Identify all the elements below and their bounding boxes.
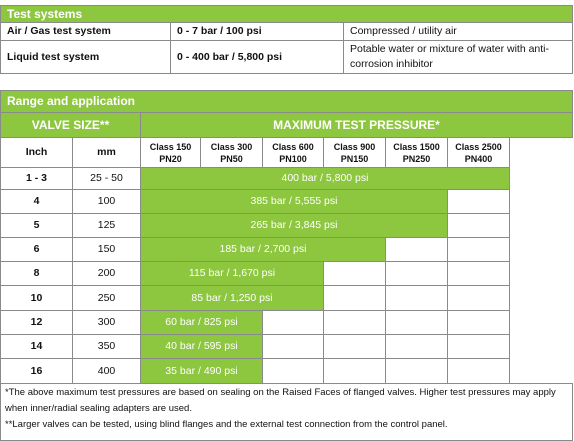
table-cell: 0 - 400 bar / 5,800 psi [170, 40, 344, 74]
row-header: 4 [0, 189, 73, 214]
row-header: 16 [0, 358, 73, 384]
footnote: **Larger valves can be tested, using bli… [5, 419, 448, 430]
header-text: Class 300 [210, 141, 253, 152]
column-group-header: VALVE SIZE** [0, 112, 141, 138]
table-cell: 25 - 50 [72, 167, 141, 190]
empty-cell [262, 358, 324, 384]
table-cell: 350 [72, 334, 141, 359]
empty-cell [447, 237, 510, 262]
column-header: Inch [0, 137, 73, 168]
header-text: PN250 [402, 153, 431, 164]
column-header: Class 2500 PN400 [447, 137, 510, 168]
column-header: Class 150 PN20 [140, 137, 201, 168]
empty-cell [262, 310, 324, 335]
row-header: 8 [0, 261, 73, 286]
table-cell: Compressed / utility air [343, 22, 573, 41]
header-text: Class 1500 [393, 141, 440, 152]
row-header: 6 [0, 237, 73, 262]
table-cell: 100 [72, 189, 141, 214]
table-cell: Liquid test system [0, 40, 171, 74]
empty-cell [262, 334, 324, 359]
empty-cell [447, 261, 510, 286]
table-cell: 125 [72, 213, 141, 238]
row-header: 5 [0, 213, 73, 238]
pressure-range: 385 bar / 5,555 psi [140, 189, 448, 214]
row-header: 14 [0, 334, 73, 359]
empty-cell [323, 285, 386, 311]
pressure-range: 60 bar / 825 psi [140, 310, 263, 335]
table-cell: 200 [72, 261, 141, 286]
table-cell: 400 [72, 358, 141, 384]
empty-cell [385, 334, 448, 359]
pressure-range: 35 bar / 490 psi [140, 358, 263, 384]
pressure-range: 400 bar / 5,800 psi [140, 167, 510, 190]
empty-cell [447, 310, 510, 335]
column-header: mm [72, 137, 141, 168]
empty-cell [385, 285, 448, 311]
header-text: PN50 [220, 153, 243, 164]
column-group-header: MAXIMUM TEST PRESSURE* [140, 112, 573, 138]
header-text: PN150 [340, 153, 369, 164]
header-text: PN20 [159, 153, 182, 164]
empty-cell [447, 189, 510, 214]
header-text: PN400 [464, 153, 493, 164]
empty-cell [323, 358, 386, 384]
empty-cell [385, 261, 448, 286]
column-header: Class 900 PN150 [323, 137, 386, 168]
table-cell: Air / Gas test system [0, 22, 171, 41]
section-header: Range and application [0, 90, 573, 113]
column-header: Class 600 PN100 [262, 137, 324, 168]
section-header: Test systems [0, 5, 573, 23]
row-header: 10 [0, 285, 73, 311]
pressure-range: 115 bar / 1,670 psi [140, 261, 324, 286]
column-header: Class 300 PN50 [200, 137, 263, 168]
table-cell: 0 - 7 bar / 100 psi [170, 22, 344, 41]
header-text: Class 150 [149, 141, 192, 152]
empty-cell [323, 261, 386, 286]
header-text: PN100 [279, 153, 307, 164]
empty-cell [447, 213, 510, 238]
header-text: Class 600 [272, 141, 314, 152]
footnotes: *The above maximum test pressures are ba… [0, 383, 573, 441]
row-header: 1 - 3 [0, 167, 73, 190]
header-text: Class 900 [333, 141, 376, 152]
header-text: Class 2500 [455, 141, 502, 152]
pressure-range: 40 bar / 595 psi [140, 334, 263, 359]
table-cell: 150 [72, 237, 141, 262]
empty-cell [385, 237, 448, 262]
table-cell: Potable water or mixture of water with a… [343, 40, 573, 74]
table-cell: 250 [72, 285, 141, 311]
empty-cell [447, 334, 510, 359]
column-header: Class 1500 PN250 [385, 137, 448, 168]
row-header: 12 [0, 310, 73, 335]
empty-cell [385, 310, 448, 335]
footnote: *The above maximum test pressures are ba… [5, 387, 556, 414]
pressure-range: 85 bar / 1,250 psi [140, 285, 324, 311]
empty-cell [447, 285, 510, 311]
empty-cell [385, 358, 448, 384]
pressure-range: 185 bar / 2,700 psi [140, 237, 386, 262]
pressure-range: 265 bar / 3,845 psi [140, 213, 448, 238]
empty-cell [447, 358, 510, 384]
table-cell: 300 [72, 310, 141, 335]
empty-cell [323, 310, 386, 335]
empty-cell [323, 334, 386, 359]
